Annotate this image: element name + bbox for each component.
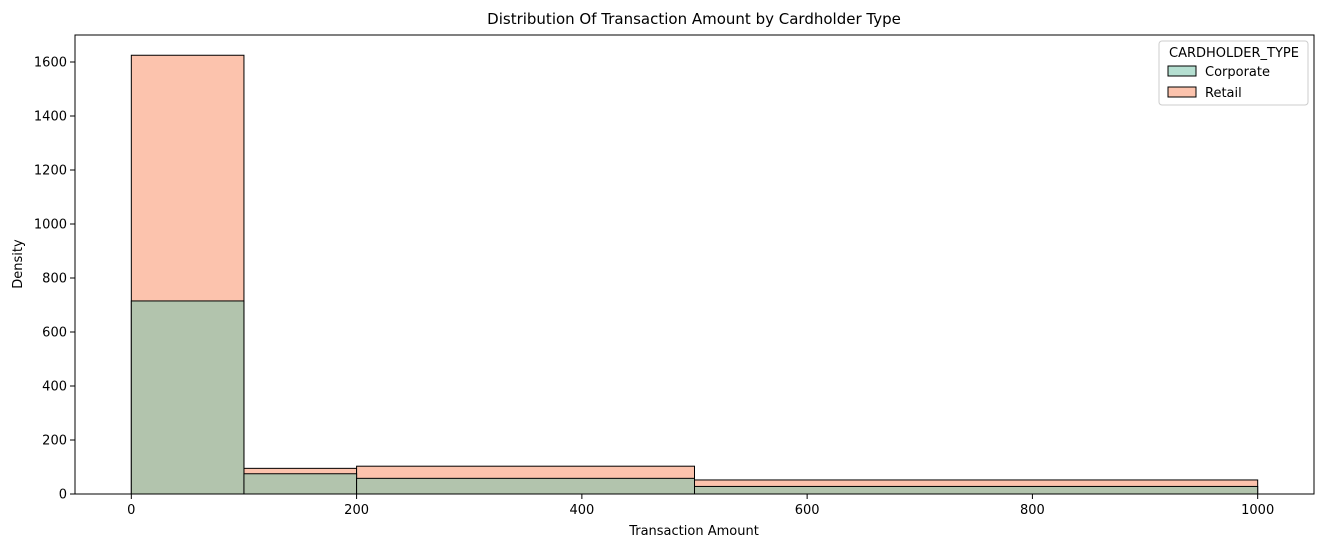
bar-corporate-3 <box>694 485 1259 495</box>
x-tick-label: 0 <box>127 503 135 518</box>
y-tick-label: 600 <box>42 326 67 341</box>
legend-label-retail: Retail <box>1205 86 1242 101</box>
plot-frame <box>74 34 1315 495</box>
x-tick-label: 800 <box>1020 503 1045 518</box>
x-tick-label: 1000 <box>1241 503 1274 518</box>
y-tick-label: 1400 <box>34 110 67 125</box>
legend-swatch-corporate <box>1167 65 1197 77</box>
x-axis-label: Transaction Amount <box>628 524 759 539</box>
y-tick-label: 0 <box>59 488 67 503</box>
y-tick-label: 800 <box>42 272 67 287</box>
chart-title: Distribution Of Transaction Amount by Ca… <box>487 10 901 28</box>
y-tick-label: 1000 <box>34 218 67 233</box>
y-tick-label: 1200 <box>34 164 67 179</box>
x-tick-label: 600 <box>795 503 820 518</box>
bar-corporate-0 <box>130 300 245 495</box>
y-axis-label: Density <box>11 239 26 289</box>
y-tick-label: 1600 <box>34 56 67 71</box>
legend: CARDHOLDER_TYPE Corporate Retail <box>1158 40 1309 106</box>
x-tick-label: 400 <box>569 503 594 518</box>
legend-title: CARDHOLDER_TYPE <box>1169 46 1299 61</box>
bars-group <box>130 54 1259 495</box>
y-tick-label: 200 <box>42 434 67 449</box>
legend-label-corporate: Corporate <box>1205 65 1270 80</box>
legend-swatch-retail <box>1167 86 1197 98</box>
y-tick-label: 400 <box>42 380 67 395</box>
bar-corporate-1 <box>243 473 358 495</box>
y-axis-ticks: 0 200 400 600 800 1000 1200 1400 1600 <box>34 56 75 503</box>
x-tick-label: 200 <box>344 503 369 518</box>
x-axis-ticks: 0 200 400 600 800 1000 <box>127 494 1274 518</box>
bar-corporate-2 <box>356 477 695 495</box>
